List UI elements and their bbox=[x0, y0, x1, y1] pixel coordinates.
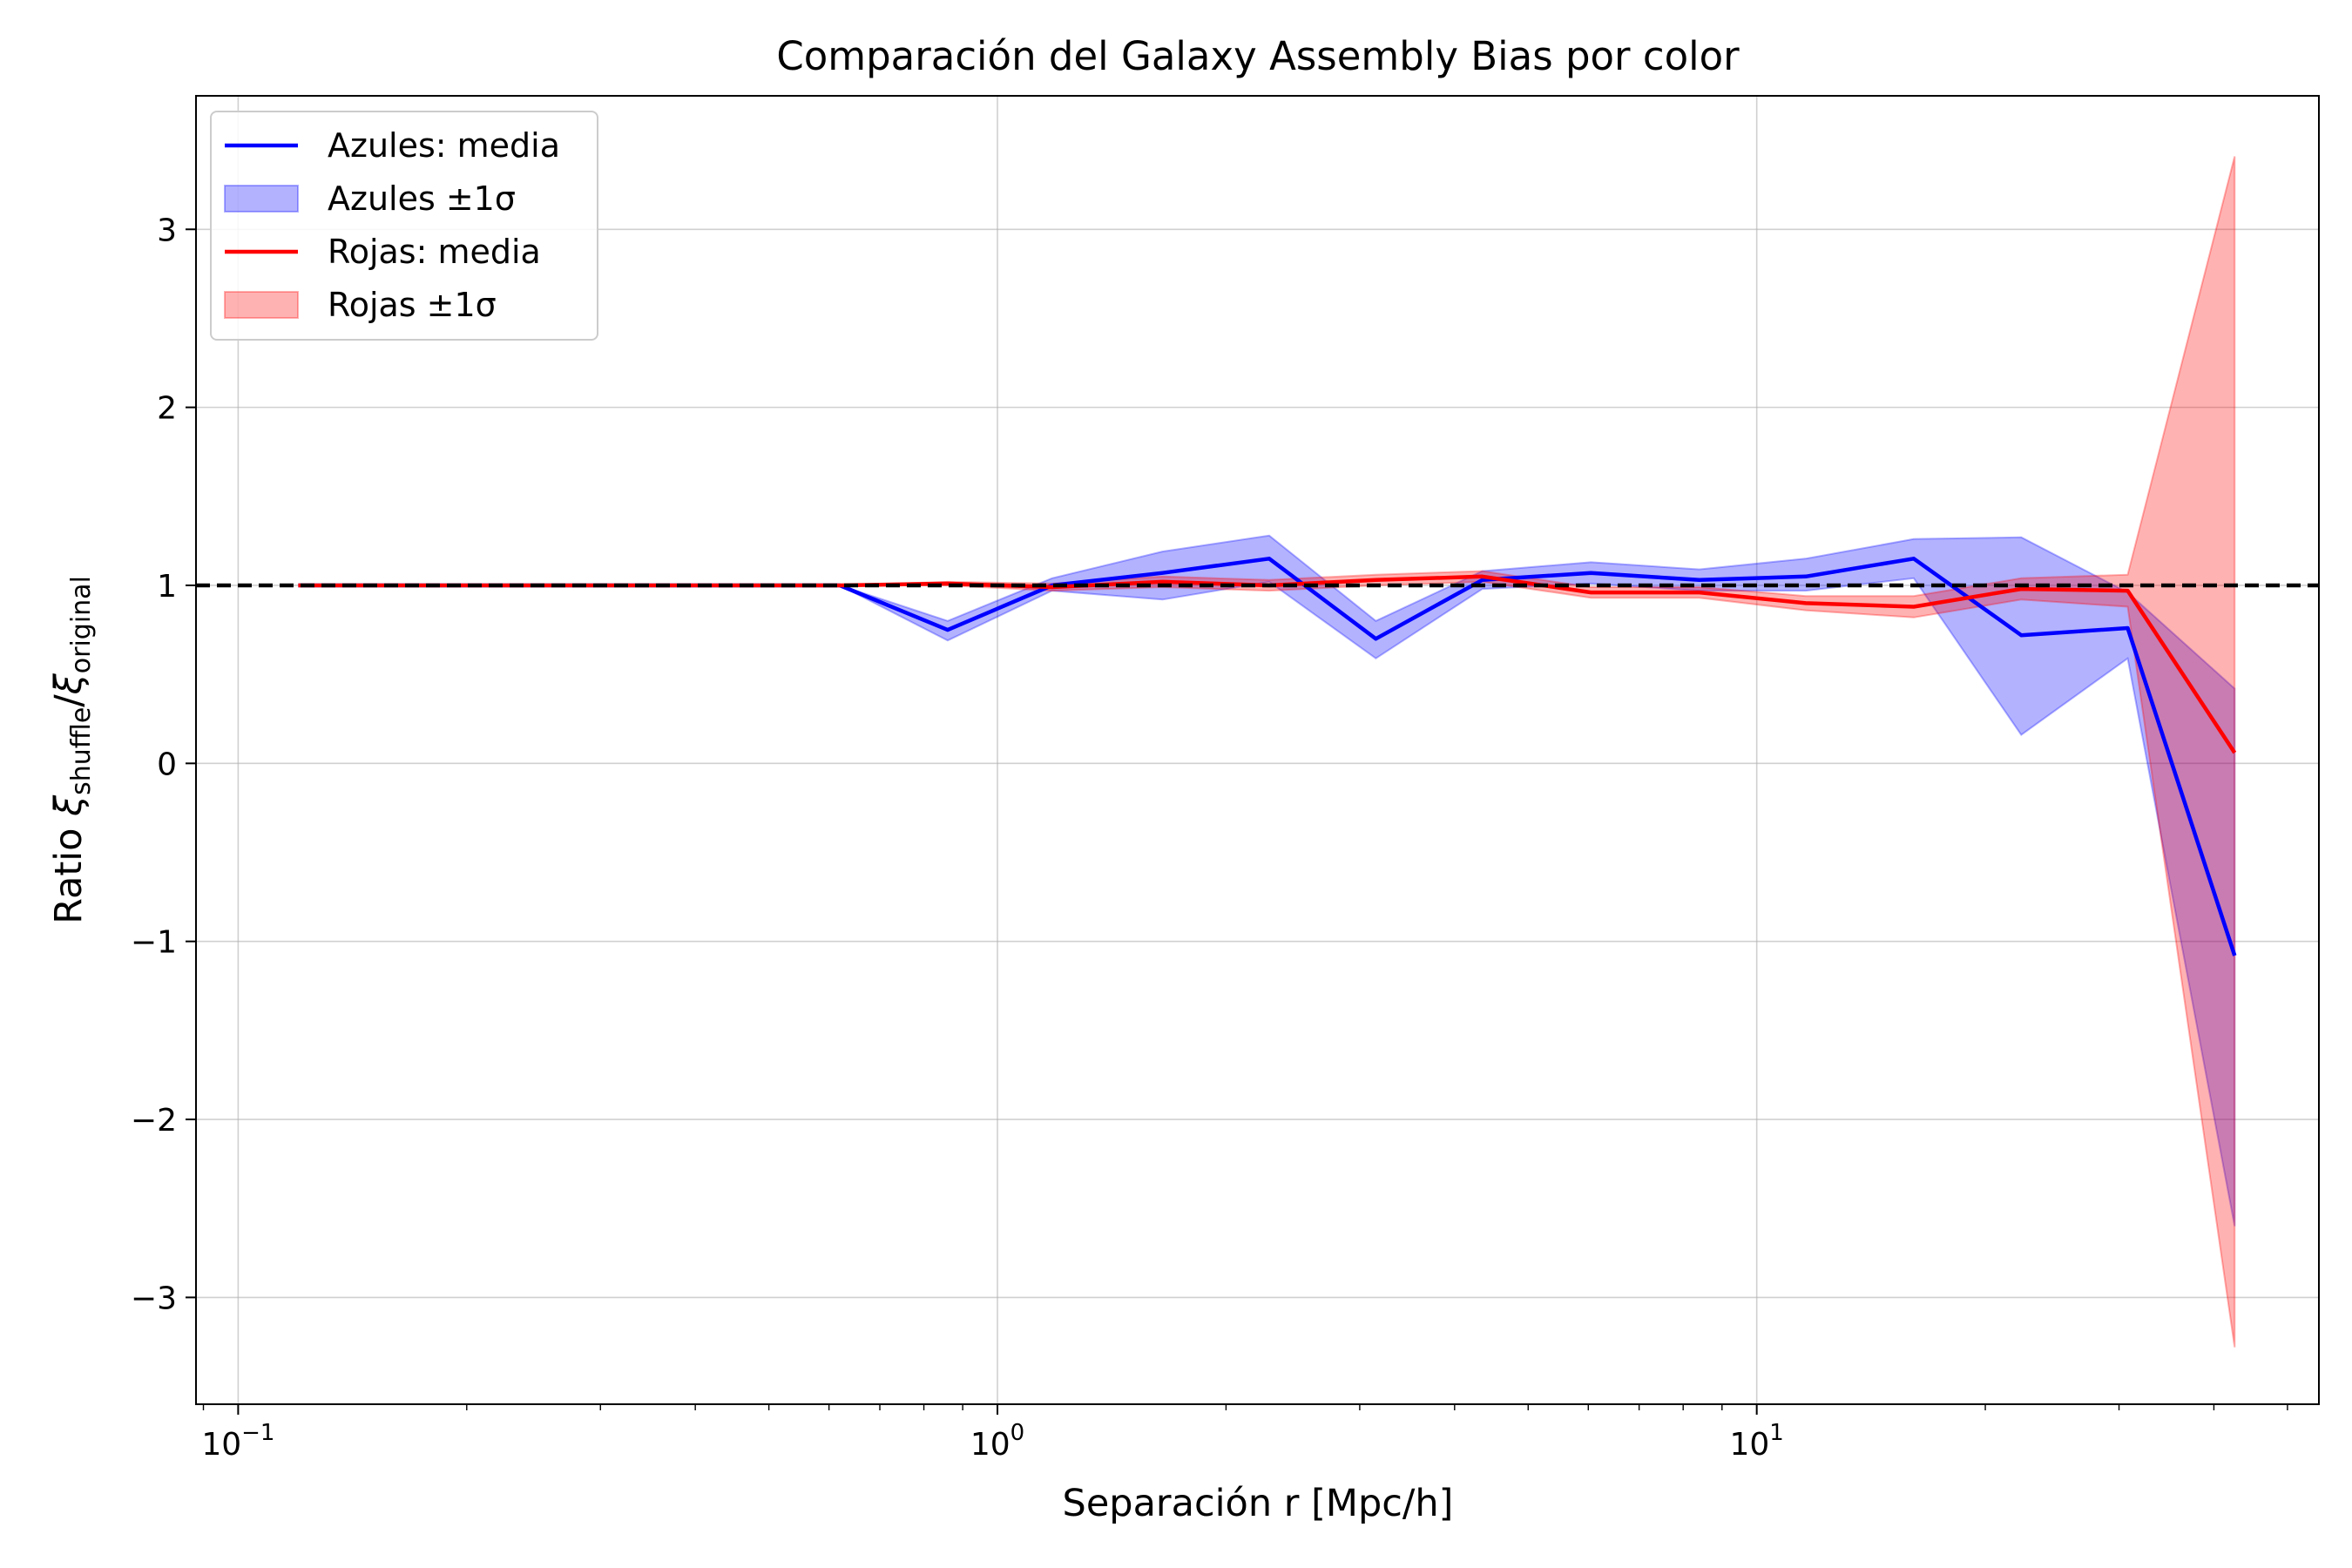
legend: Azules: media Azules ±1σ Rojas: media Rojas… bbox=[210, 111, 598, 341]
x-axis-ticks: 10−1 100 101 bbox=[201, 1404, 2288, 1463]
chart-title: Comparación del Galaxy Assembly Bias por… bbox=[776, 33, 1740, 79]
legend-box bbox=[210, 111, 598, 341]
legend-label: Rojas: media bbox=[328, 233, 541, 271]
legend-label: Azules: media bbox=[328, 126, 560, 165]
legend-band-swatch bbox=[224, 291, 299, 319]
error-band bbox=[298, 534, 2236, 1227]
y-tick-label: −1 bbox=[131, 925, 177, 961]
y-tick-label: −3 bbox=[131, 1281, 177, 1316]
plot-frame bbox=[195, 95, 2320, 1405]
y-tick-label: 1 bbox=[157, 569, 177, 605]
y-tick-label: 0 bbox=[157, 747, 177, 782]
legend-label: Azules ±1σ bbox=[328, 179, 516, 218]
x-tick-label: 10−1 bbox=[201, 1420, 274, 1463]
y-axis-label: Ratio ξshuffle/ξoriginal bbox=[47, 576, 97, 924]
legend-label: Rojas ±1σ bbox=[328, 286, 497, 324]
grid bbox=[196, 96, 2319, 1404]
x-axis-label: Separación r [Mpc/h] bbox=[1063, 1482, 1454, 1525]
y-axis-ticks: −3 −2 −1 0 1 2 3 bbox=[131, 213, 196, 1316]
series-line bbox=[298, 574, 2237, 754]
x-tick-label: 101 bbox=[1729, 1420, 1783, 1463]
y-tick-label: −2 bbox=[131, 1103, 177, 1139]
y-tick-label: 3 bbox=[157, 213, 177, 248]
y-tick-label: 2 bbox=[157, 391, 177, 427]
legend-band-swatch bbox=[224, 185, 299, 213]
x-tick-label: 100 bbox=[970, 1420, 1024, 1463]
